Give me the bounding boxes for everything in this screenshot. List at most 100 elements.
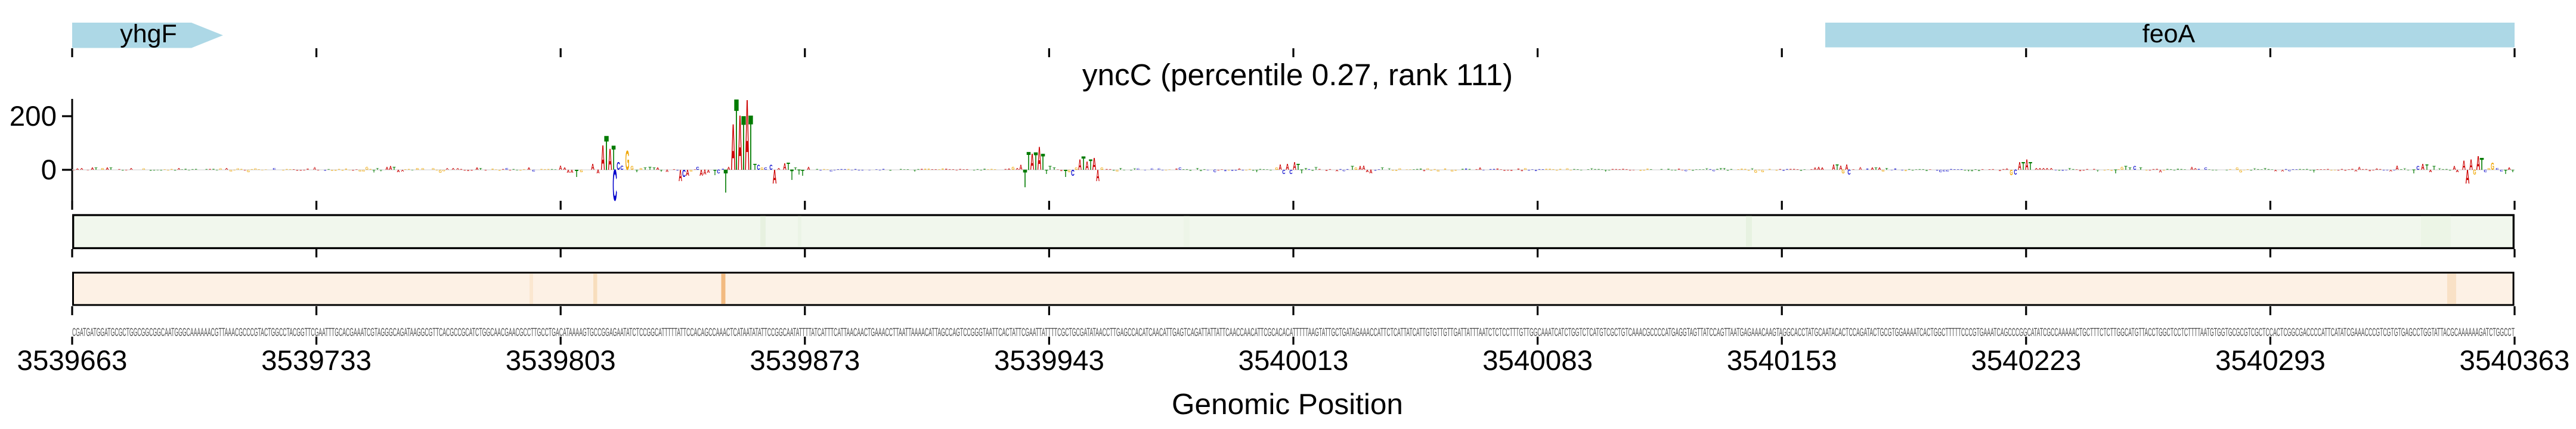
svg-text:T: T (1255, 169, 1259, 173)
svg-text:A: A (225, 168, 228, 170)
svg-text:G: G (580, 169, 583, 173)
svg-text:A: A (2042, 168, 2045, 170)
svg-text:T: T (604, 125, 609, 181)
svg-text:A: A (1839, 164, 1843, 172)
svg-text:A: A (570, 169, 574, 174)
svg-text:A: A (2429, 170, 2432, 173)
svg-text:G: G (230, 170, 233, 172)
svg-text:A: A (106, 167, 109, 171)
svg-text:A: A (2035, 168, 2038, 170)
svg-text:T: T (1388, 168, 1391, 170)
svg-text:G: G (1067, 169, 1070, 173)
svg-text:A: A (129, 168, 133, 170)
svg-text:T: T (734, 77, 739, 192)
svg-text:G: G (1075, 167, 1078, 171)
svg-text:A: A (2025, 156, 2029, 173)
svg-text:T: T (1041, 150, 1045, 176)
svg-text:C: C (717, 169, 720, 175)
svg-text:A: A (1335, 170, 1338, 172)
svg-text:A: A (1362, 164, 1366, 172)
svg-text:C: C (764, 167, 767, 171)
svg-text:G: G (142, 168, 145, 170)
svg-text:A: A (2038, 168, 2042, 170)
svg-text:T: T (2312, 169, 2316, 173)
svg-text:G: G (2491, 160, 2494, 172)
svg-text:T: T (660, 170, 663, 173)
svg-text:C: C (505, 168, 509, 170)
svg-text:G: G (1761, 169, 1764, 173)
svg-text:A: A (2194, 168, 2197, 170)
svg-text:T: T (2021, 160, 2025, 173)
svg-text:C: C (617, 160, 620, 173)
svg-text:C: C (2484, 170, 2487, 173)
svg-text:A: A (1878, 167, 1881, 171)
svg-text:C: C (1713, 170, 1716, 172)
svg-text:3539873: 3539873 (750, 345, 860, 377)
svg-text:A: A (2395, 164, 2399, 172)
svg-text:A: A (703, 169, 706, 176)
svg-text:C: C (1847, 169, 1850, 176)
svg-text:G: G (2010, 169, 2012, 178)
svg-text:T: T (392, 166, 395, 171)
svg-text:A: A (475, 167, 478, 171)
svg-text:G: G (254, 168, 257, 170)
svg-text:G: G (362, 170, 366, 173)
svg-text:T: T (1052, 166, 1056, 170)
svg-text:G: G (1524, 168, 1528, 171)
svg-text:A: A (727, 166, 730, 171)
svg-text:T: T (648, 166, 651, 171)
svg-text:T: T (2124, 165, 2128, 171)
svg-text:C: C (682, 168, 686, 179)
svg-text:yncC (percentile 0.27, rank 11: yncC (percentile 0.27, rank 111) (1082, 58, 1513, 92)
svg-text:A: A (1286, 163, 1289, 172)
svg-text:A: A (1845, 163, 1848, 172)
svg-text:T: T (1034, 147, 1038, 176)
svg-text:C: C (829, 170, 833, 172)
svg-text:A: A (773, 166, 777, 188)
svg-text:T: T (1590, 168, 1593, 170)
svg-text:A: A (731, 110, 736, 184)
svg-text:T: T (1048, 165, 1052, 171)
svg-text:T: T (2128, 166, 2132, 170)
svg-text:G: G (626, 146, 630, 176)
svg-text:A: A (1030, 150, 1035, 176)
svg-text:T: T (612, 138, 616, 177)
svg-text:G: G (416, 168, 419, 171)
svg-text:T: T (1045, 169, 1048, 175)
svg-text:A: A (2462, 158, 2466, 173)
svg-text:G: G (247, 169, 250, 173)
svg-text:T: T (753, 162, 757, 172)
svg-text:A: A (2453, 165, 2456, 171)
svg-text:T: T (1751, 168, 1754, 170)
svg-text:A: A (389, 165, 392, 171)
svg-text:G: G (1275, 167, 1278, 171)
svg-text:A: A (707, 169, 710, 174)
svg-text:A: A (1358, 165, 1361, 171)
svg-text:T: T (1874, 166, 1878, 170)
svg-text:C: C (2416, 165, 2419, 171)
svg-text:T: T (2264, 168, 2267, 170)
svg-text:200: 200 (10, 101, 57, 132)
svg-text:3540083: 3540083 (1482, 345, 1593, 377)
svg-text:3540223: 3540223 (1971, 345, 2081, 377)
svg-text:A: A (1366, 170, 1368, 173)
svg-text:G: G (101, 168, 104, 171)
svg-text:A: A (91, 167, 94, 171)
svg-text:C: C (1150, 169, 1153, 171)
svg-text:C: C (1289, 169, 1293, 176)
svg-text:T: T (1723, 168, 1726, 170)
svg-text:C: C (1282, 169, 1286, 176)
svg-text:G: G (1841, 169, 1844, 175)
svg-text:A: A (456, 168, 460, 170)
svg-text:0: 0 (41, 154, 57, 186)
svg-text:C: C (532, 170, 535, 172)
svg-text:A: A (608, 142, 612, 176)
svg-text:C: C (273, 168, 276, 170)
svg-text:G: G (1426, 168, 1429, 170)
svg-text:T: T (575, 167, 578, 179)
svg-text:A: A (1820, 167, 1823, 171)
svg-text:A: A (807, 166, 810, 171)
svg-text:C: C (1178, 167, 1182, 171)
svg-text:G: G (1436, 170, 1439, 173)
svg-text:A: A (2159, 170, 2162, 174)
